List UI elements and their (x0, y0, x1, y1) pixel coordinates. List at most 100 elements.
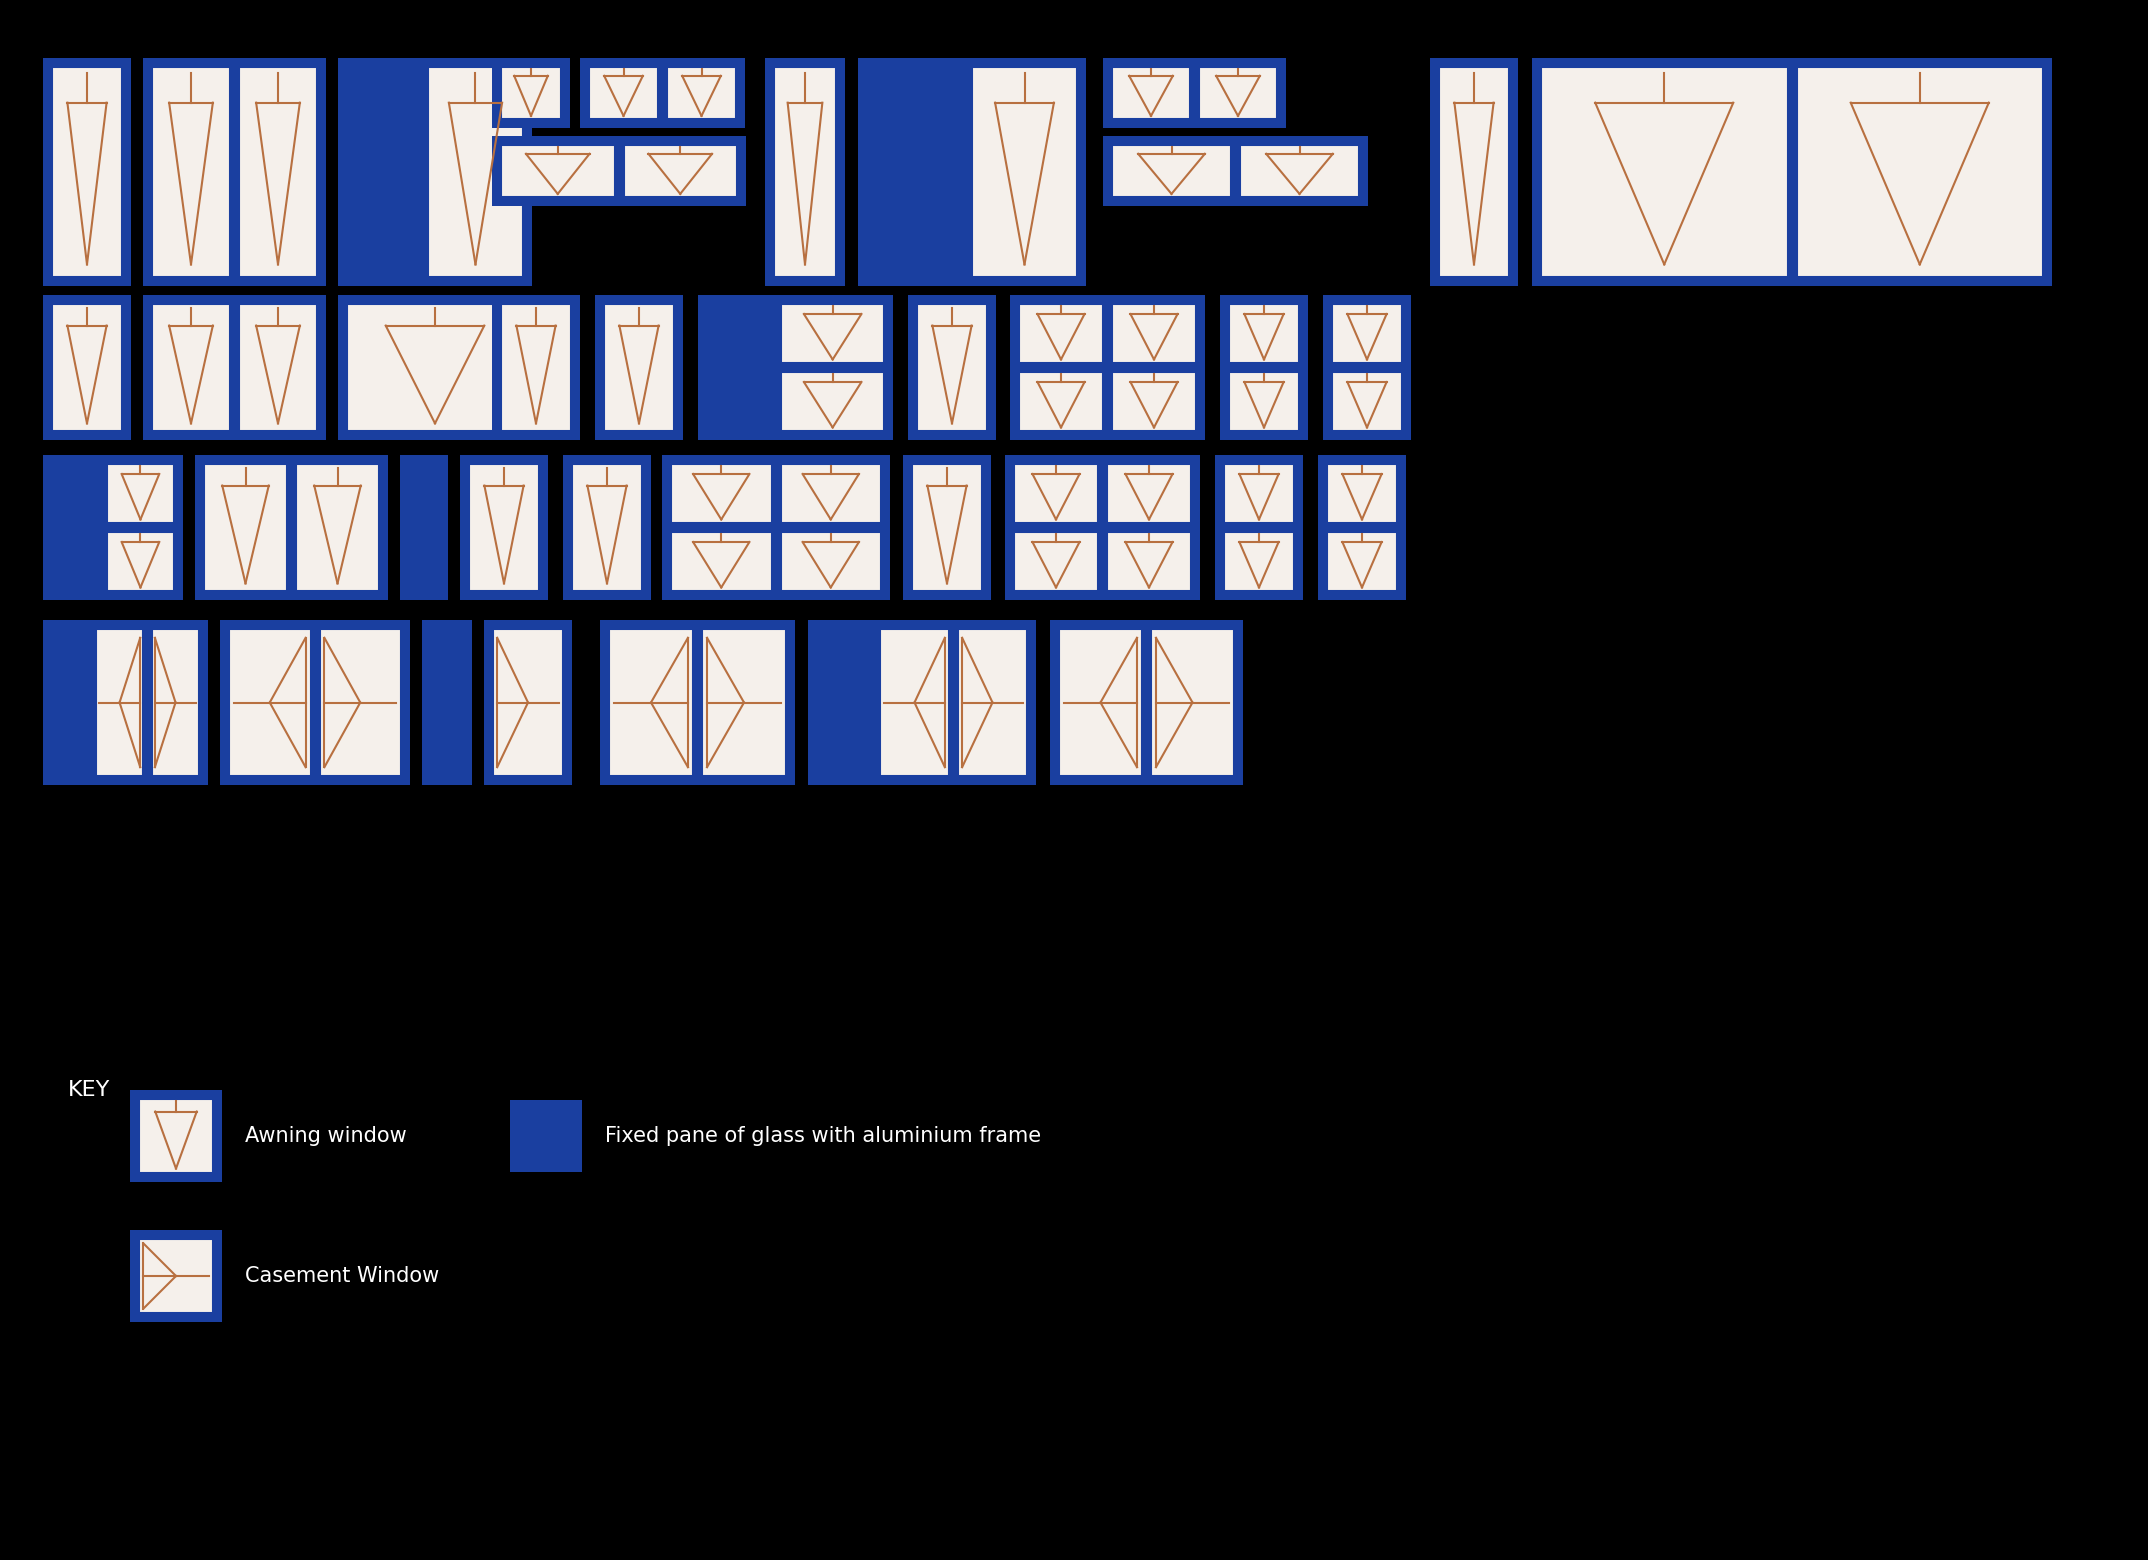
Bar (500, 145, 614, 197)
Bar (909, 295, 997, 440)
Bar (97, 629, 144, 775)
Bar (599, 619, 795, 785)
Bar (670, 463, 771, 523)
Bar (1220, 295, 1308, 440)
Text: KEY: KEY (69, 1080, 110, 1100)
Bar (1014, 532, 1098, 591)
Bar (782, 304, 885, 363)
Bar (1439, 67, 1510, 278)
Bar (698, 295, 894, 440)
Bar (1113, 371, 1196, 431)
Bar (1113, 67, 1190, 119)
Bar (1540, 67, 1787, 278)
Bar (43, 456, 183, 601)
Bar (780, 463, 881, 523)
Bar (1151, 629, 1233, 775)
Bar (483, 619, 571, 785)
Bar (1005, 456, 1201, 601)
Bar (1319, 456, 1407, 601)
Bar (219, 619, 410, 785)
Bar (780, 532, 881, 591)
Bar (1532, 58, 2051, 285)
Bar (460, 456, 548, 601)
Bar (1104, 58, 1287, 128)
Bar (52, 304, 122, 431)
Bar (1332, 371, 1403, 431)
Bar (509, 1100, 582, 1172)
Bar (153, 629, 200, 775)
Bar (500, 67, 561, 119)
Bar (1113, 145, 1231, 197)
Bar (1323, 295, 1411, 440)
Bar (1059, 629, 1143, 775)
Bar (580, 58, 745, 128)
Bar (913, 463, 982, 591)
Bar (348, 304, 522, 431)
Bar (662, 456, 889, 601)
Bar (973, 67, 1076, 278)
Bar (43, 295, 131, 440)
Bar (337, 295, 533, 440)
Bar (1010, 295, 1205, 440)
Bar (492, 295, 580, 440)
Bar (494, 629, 563, 775)
Text: Casement Window: Casement Window (245, 1267, 438, 1285)
Bar (702, 629, 786, 775)
Bar (107, 532, 174, 591)
Bar (808, 619, 1035, 785)
Bar (881, 629, 949, 775)
Bar (153, 304, 230, 431)
Bar (144, 58, 326, 285)
Bar (1239, 145, 1360, 197)
Bar (43, 58, 131, 285)
Bar (1018, 371, 1104, 431)
Bar (144, 295, 326, 440)
Bar (1106, 463, 1190, 523)
Bar (153, 67, 230, 278)
Bar (140, 1239, 213, 1314)
Bar (296, 463, 378, 591)
Bar (604, 304, 674, 431)
Bar (1018, 304, 1104, 363)
Bar (571, 463, 642, 591)
Bar (195, 456, 389, 601)
Bar (563, 456, 651, 601)
Bar (958, 629, 1027, 775)
Bar (1224, 463, 1293, 523)
Bar (107, 463, 174, 523)
Bar (492, 136, 745, 206)
Bar (1050, 619, 1244, 785)
Bar (765, 58, 844, 285)
Bar (1796, 67, 2043, 278)
Bar (1014, 463, 1098, 523)
Bar (1199, 67, 1278, 119)
Bar (427, 67, 522, 278)
Bar (230, 629, 311, 775)
Bar (1224, 532, 1293, 591)
Bar (468, 463, 539, 591)
Bar (238, 304, 318, 431)
Bar (589, 67, 657, 119)
Bar (421, 619, 473, 785)
Bar (337, 58, 533, 285)
Bar (902, 456, 990, 601)
Bar (1106, 532, 1190, 591)
Bar (1113, 304, 1196, 363)
Bar (857, 58, 1087, 285)
Bar (1229, 304, 1300, 363)
Bar (140, 1098, 213, 1173)
Bar (1216, 456, 1304, 601)
Bar (623, 145, 737, 197)
Bar (917, 304, 986, 431)
Bar (782, 371, 885, 431)
Bar (1229, 371, 1300, 431)
Bar (1104, 136, 1368, 206)
Bar (670, 532, 771, 591)
Bar (1431, 58, 1519, 285)
Bar (131, 1090, 221, 1182)
Bar (610, 629, 694, 775)
Bar (1332, 304, 1403, 363)
Bar (500, 304, 571, 431)
Bar (52, 67, 122, 278)
Bar (668, 67, 737, 119)
